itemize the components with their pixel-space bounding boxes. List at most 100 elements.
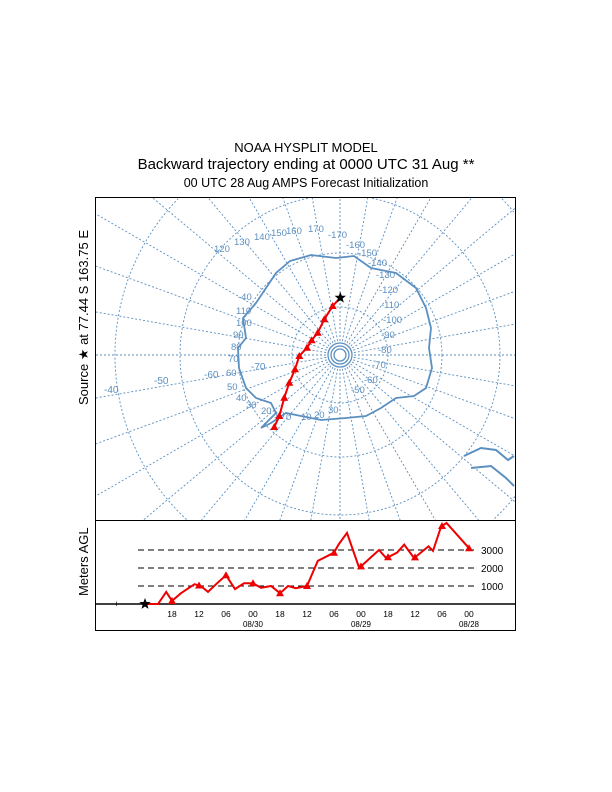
longitude-line <box>346 366 436 520</box>
trajectory-map: -40 -50 -60 -70 120 130 140 150 160 170 -170 -160 -1… <box>95 197 516 521</box>
longitude-line <box>96 359 327 445</box>
latitude-circle <box>179 198 501 516</box>
longitude-line <box>353 323 515 354</box>
height-panel: 1000 2000 3000 +18 12 06 00 18 12 06 00 18 12 06 00 08/… <box>95 520 516 631</box>
longitude-label: 170 <box>308 224 324 235</box>
longitude-label: -60 <box>204 370 219 381</box>
longitude-label: 40 <box>236 393 247 404</box>
longitude-line <box>351 361 515 457</box>
longitude-label: 120 <box>214 244 230 255</box>
longitude-label: -50 <box>154 376 169 387</box>
pole-circle <box>333 348 347 362</box>
longitude-line <box>282 198 336 342</box>
initialization-subtitle: 00 UTC 28 Aug AMPS Forecast Initializati… <box>183 176 429 190</box>
longitude-label: -60 <box>364 375 378 386</box>
trajectory-marker <box>275 412 284 419</box>
source-star-icon <box>334 291 346 303</box>
longitude-label: -160 <box>346 240 365 251</box>
height-marker <box>195 581 203 589</box>
longitude-label: -120 <box>379 285 398 296</box>
trajectory-marker <box>307 336 316 344</box>
source-location-label: Source ★ at 77.44 S 163.75 E <box>76 230 91 405</box>
longitude-label: -40 <box>238 292 252 303</box>
x-tick-label: 18 <box>167 609 177 619</box>
x-tick-label: 06 <box>221 609 231 619</box>
plus-marker: + <box>114 599 119 609</box>
trajectory-marker <box>285 378 294 386</box>
height-marker <box>168 596 176 604</box>
date-label: 08/29 <box>351 620 372 629</box>
longitude-line <box>353 359 515 420</box>
longitude-line <box>96 311 327 354</box>
x-tick-label: 06 <box>329 609 339 619</box>
longitude-label: 80 <box>231 342 242 353</box>
longitude-label: 60 <box>226 368 237 379</box>
pole-circle <box>327 342 353 368</box>
longitude-line <box>201 365 332 520</box>
date-label: 08/28 <box>459 620 480 629</box>
trajectory-path <box>273 297 342 428</box>
height-marker <box>465 544 473 552</box>
longitude-label: -130 <box>376 270 395 281</box>
latitude-circle <box>114 198 515 520</box>
longitude-label: -170 <box>328 230 347 241</box>
trajectory-marker <box>313 328 322 336</box>
longitude-line <box>344 368 401 520</box>
x-tick-label: 00 <box>464 609 474 619</box>
longitude-line <box>310 368 339 520</box>
longitude-line <box>207 198 332 345</box>
longitude-label: -100 <box>383 315 402 326</box>
longitude-label: -40 <box>104 385 119 396</box>
longitude-label: 30 <box>328 405 339 416</box>
longitude-label: -50 <box>351 385 365 396</box>
x-tick-label: 12 <box>302 609 312 619</box>
trajectory-marker <box>303 343 311 351</box>
longitude-line <box>279 368 336 520</box>
antarctica-coastline <box>237 254 433 429</box>
trajectory-marker <box>328 302 337 309</box>
date-label: 08/30 <box>243 620 264 629</box>
longitude-label: 30 <box>246 400 257 411</box>
longitude-line <box>341 368 370 520</box>
pole-circle <box>330 345 350 365</box>
landmass-coastline <box>463 446 515 487</box>
longitude-label: 130 <box>234 237 250 248</box>
longitude-label: 0 <box>286 412 291 423</box>
longitude-line <box>244 366 334 520</box>
x-tick-label: 06 <box>437 609 447 619</box>
longitude-label: 100 <box>236 318 252 329</box>
longitude-label: 50 <box>227 382 238 393</box>
y-tick-label: 1000 <box>481 582 504 593</box>
height-marker <box>303 582 311 589</box>
source-star-icon <box>139 598 151 609</box>
longitude-label: -80 <box>378 345 392 356</box>
y-axis-label: Meters AGL <box>76 527 91 596</box>
height-marker <box>330 548 338 556</box>
y-tick-label: 3000 <box>481 546 504 557</box>
longitude-label: 10 <box>301 412 312 423</box>
x-tick-label: 00 <box>356 609 366 619</box>
longitude-line <box>353 290 515 351</box>
height-line <box>145 521 470 605</box>
longitude-label: -70 <box>251 362 266 373</box>
longitude-label: 140 <box>254 232 270 243</box>
longitude-line <box>344 198 398 342</box>
longitude-line <box>348 365 479 520</box>
longitude-label: -150 <box>358 248 377 259</box>
longitude-label: 20 <box>261 406 272 417</box>
trajectory-marker <box>280 393 289 401</box>
longitude-line <box>341 198 369 342</box>
trajectory-title: Backward trajectory ending at 0000 UTC 3… <box>137 156 475 173</box>
model-title: NOAA HYSPLIT MODEL <box>234 140 378 155</box>
latitude-circle <box>291 306 389 404</box>
longitude-label: -90 <box>381 330 395 341</box>
longitude-label: -110 <box>381 300 399 311</box>
longitude-label: 90 <box>233 330 244 341</box>
longitude-label: 150 <box>271 228 287 239</box>
longitude-line <box>348 198 473 345</box>
height-marker <box>438 522 446 529</box>
height-marker <box>249 579 257 587</box>
longitude-line <box>96 356 327 399</box>
